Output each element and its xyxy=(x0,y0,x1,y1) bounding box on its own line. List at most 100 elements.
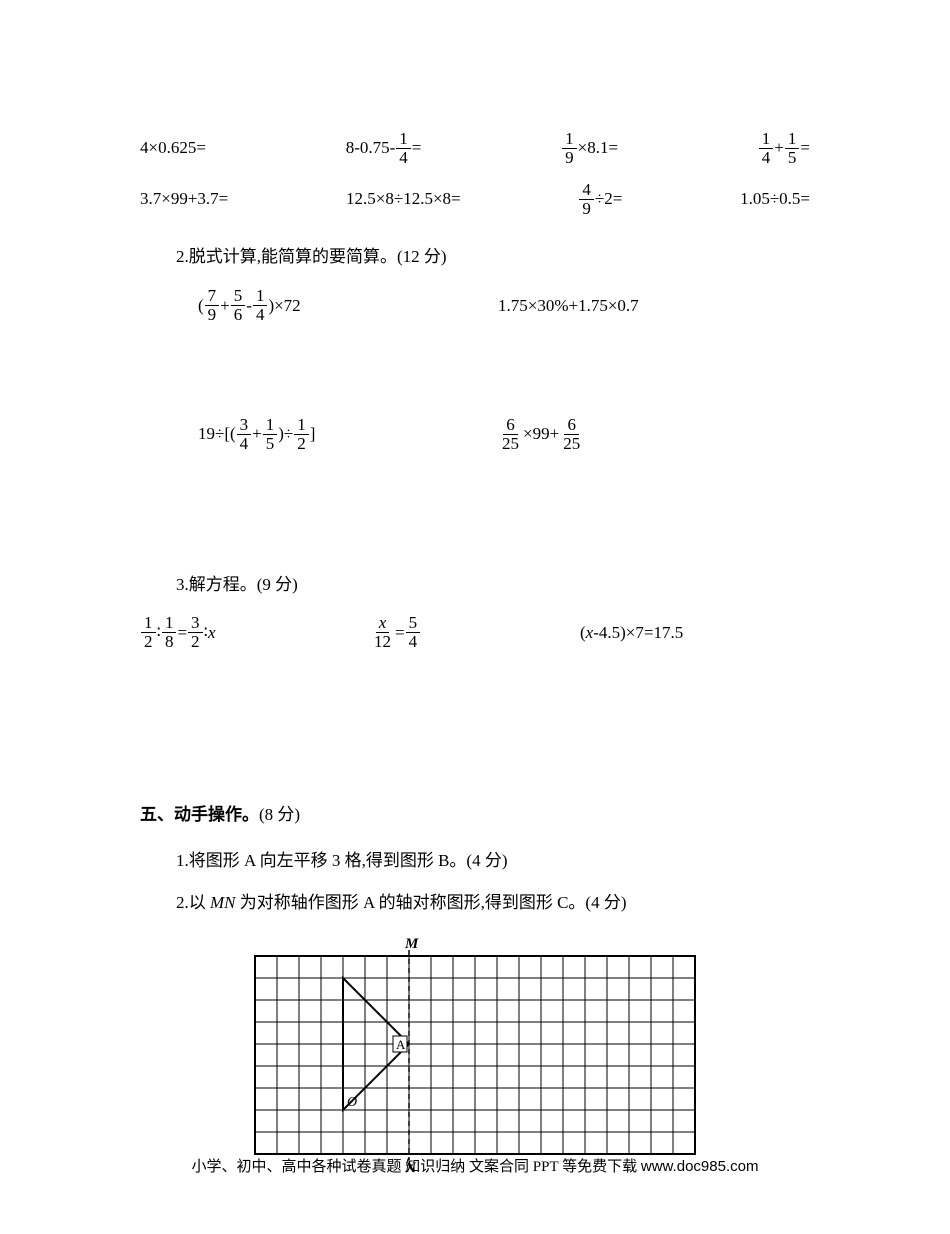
sec5-l1: 1.将图形 A 向左平移 3 格,得到图形 B。(4 分) xyxy=(140,849,810,873)
frac-den: 12 xyxy=(371,633,394,651)
spacer xyxy=(140,545,810,573)
frac-den: 9 xyxy=(205,306,220,324)
frac-num: 1 xyxy=(294,416,309,435)
frac-den: 9 xyxy=(579,200,594,218)
s2p2r-mid: ×99+ xyxy=(523,422,559,446)
eq1-f3: 3 2 xyxy=(188,614,203,651)
s2p1l-close: )×72 xyxy=(268,294,300,318)
r1c4-f1: 1 4 xyxy=(759,130,774,167)
r2c2: 12.5×8÷12.5×8= xyxy=(346,187,461,211)
sec3-title: 3.解方程。(9 分) xyxy=(140,573,810,597)
r1c3: 1 9 ×8.1= xyxy=(561,130,618,167)
sec5-l2-pre: 2.以 xyxy=(176,893,210,912)
s2p1-left: ( 7 9 + 5 6 - 1 4 )×72 xyxy=(198,287,498,324)
s2p2-left: 19÷[( 3 4 + 1 5 )÷ 1 2 ] xyxy=(198,416,498,453)
sec5-pts: (8 分) xyxy=(259,805,300,824)
s2p2l-post: ] xyxy=(310,422,316,446)
frac-num: 6 xyxy=(503,416,518,435)
s2p2l-f3: 1 2 xyxy=(294,416,309,453)
frac-den: 4 xyxy=(759,149,774,167)
sec5-l2: 2.以 MN 为对称轴作图形 A 的轴对称图形,得到图形 C。(4 分) xyxy=(140,891,810,915)
r1c3-frac: 1 9 xyxy=(562,130,577,167)
calc-row-2: 3.7×99+3.7= 12.5×8÷12.5×8= 4 9 ÷2= 1.05÷… xyxy=(140,181,810,218)
frac-den: 2 xyxy=(188,633,203,651)
frac-num: 1 xyxy=(162,614,177,633)
spacer xyxy=(140,338,810,416)
r1c4-f2: 1 5 xyxy=(785,130,800,167)
s2p2l-mid: )÷ xyxy=(278,422,293,446)
grid-svg: MNAO xyxy=(240,932,710,1178)
eq1-f1: 1 2 xyxy=(141,614,156,651)
sec2-pair1: ( 7 9 + 5 6 - 1 4 )×72 1.75×30%+1.75×0.7 xyxy=(140,287,810,324)
frac-num: 1 xyxy=(263,416,278,435)
frac-num: 6 xyxy=(564,416,579,435)
frac-den: 25 xyxy=(499,435,522,453)
s2p2r-f2: 6 25 xyxy=(560,416,583,453)
r2c1: 3.7×99+3.7= xyxy=(140,187,228,211)
s2p2l-op1: + xyxy=(252,422,262,446)
eq1-f2: 1 8 xyxy=(162,614,177,651)
sec5-text: 动手操作。 xyxy=(174,805,259,824)
eq1-c2: = xyxy=(177,621,187,645)
frac-num: 3 xyxy=(188,614,203,633)
frac-den: 2 xyxy=(141,633,156,651)
footer: 小学、初中、高中各种试卷真题 知识归纳 文案合同 PPT 等免费下载 www.d… xyxy=(0,1156,950,1178)
r1c3-post: ×8.1= xyxy=(578,136,618,160)
s2p1l-f3: 1 4 xyxy=(253,287,268,324)
frac-num: x xyxy=(376,614,390,633)
sec5-num: 五、 xyxy=(140,805,174,824)
s2p1l-f1: 7 9 xyxy=(205,287,220,324)
frac-num: 3 xyxy=(237,416,252,435)
frac-num: 1 xyxy=(562,130,577,149)
eq1: 1 2 ∶ 1 8 = 3 2 ∶ x xyxy=(140,614,370,651)
r1c1: 4×0.625= xyxy=(140,136,206,160)
s2p2-right: 6 25 ×99+ 6 25 xyxy=(498,416,584,453)
s2p1l-op2: - xyxy=(246,294,252,318)
frac-den: 4 xyxy=(396,149,411,167)
r2c4: 1.05÷0.5= xyxy=(740,187,810,211)
eq3: ( x -4.5)×7=17.5 xyxy=(580,614,683,651)
frac-den: 5 xyxy=(785,149,800,167)
r1c4: 1 4 + 1 5 = xyxy=(758,130,810,167)
svg-text:A: A xyxy=(396,1037,406,1052)
footer-url: www.doc985.com xyxy=(641,1158,759,1175)
eq2: x 12 = 5 4 xyxy=(370,614,580,651)
s2p1l-open: ( xyxy=(198,294,204,318)
s2p2l-pre: 19÷[( xyxy=(198,422,236,446)
r1c4-post: = xyxy=(800,136,810,160)
r2c3-post: ÷2= xyxy=(595,187,622,211)
grid-figure: MNAO xyxy=(140,932,810,1178)
s2p1l-f2: 5 6 xyxy=(231,287,246,324)
eq3-var: x xyxy=(586,621,594,645)
frac-num: 4 xyxy=(579,181,594,200)
footer-text: 小学、初中、高中各种试卷真题 知识归纳 文案合同 PPT 等免费下载 xyxy=(192,1159,641,1175)
frac-den: 25 xyxy=(560,435,583,453)
s2p2l-f2: 1 5 xyxy=(263,416,278,453)
r1c2: 8-0.75- 1 4 = xyxy=(346,130,422,167)
frac-num: 7 xyxy=(205,287,220,306)
r2c3-frac: 4 9 xyxy=(579,181,594,218)
frac-den: 4 xyxy=(253,306,268,324)
sec5-heading: 五、动手操作。(8 分) xyxy=(140,803,810,827)
frac-den: 6 xyxy=(231,306,246,324)
frac-den: 2 xyxy=(294,435,309,453)
frac-den: 9 xyxy=(562,149,577,167)
r2c3: 4 9 ÷2= xyxy=(578,181,622,218)
r1c2-post: = xyxy=(412,136,422,160)
frac-den: 4 xyxy=(237,435,252,453)
sec2-pair2: 19÷[( 3 4 + 1 5 )÷ 1 2 ] 6 25 ×99+ 6 25 xyxy=(140,416,810,453)
s2p2r-f1: 6 25 xyxy=(499,416,522,453)
eq2-eq: = xyxy=(395,621,405,645)
s2p1l-op1: + xyxy=(220,294,230,318)
frac-num: 1 xyxy=(785,130,800,149)
frac-num: 1 xyxy=(253,287,268,306)
s2p1-right: 1.75×30%+1.75×0.7 xyxy=(498,287,639,324)
r1c4-mid: + xyxy=(774,136,784,160)
r1c2-frac: 1 4 xyxy=(396,130,411,167)
frac-num: 1 xyxy=(759,130,774,149)
eq1-c1: ∶ xyxy=(157,621,161,645)
frac-den: 4 xyxy=(406,633,421,651)
svg-text:M: M xyxy=(404,936,419,952)
frac-den: 5 xyxy=(263,435,278,453)
sec5-l2-mn: MN xyxy=(210,893,236,912)
